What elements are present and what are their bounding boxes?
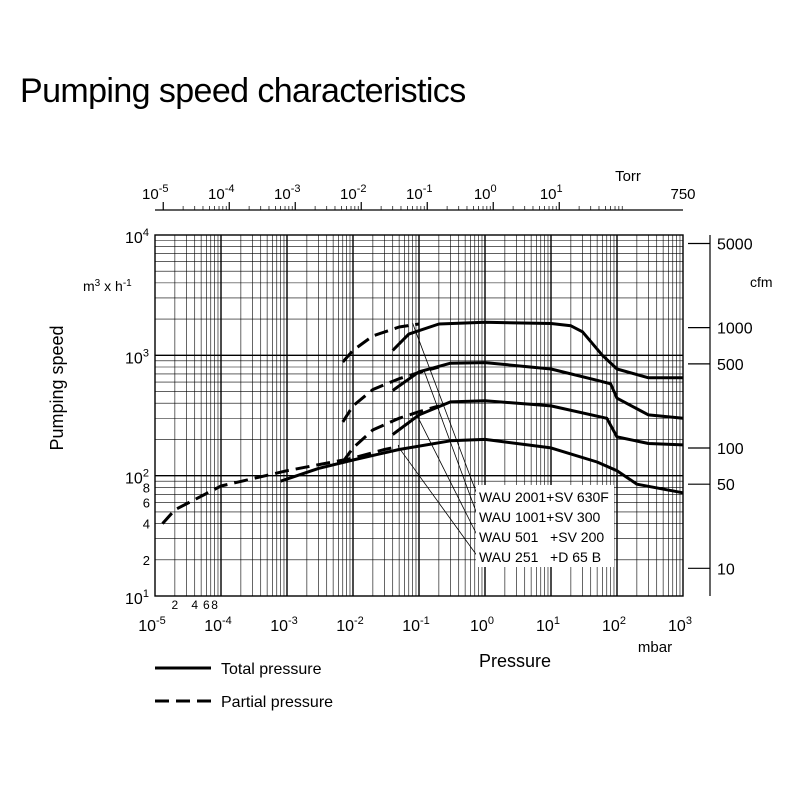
right-axis-tick-label: 1000 [717,321,753,338]
leader-line [398,447,479,558]
grid [155,235,683,596]
top-axis-end-label: 750 [670,186,695,203]
annotation-label: WAU 2001+SV 630F [479,489,609,505]
x-axis-unit: mbar [638,639,672,656]
leader-line [412,323,479,498]
x-tick-label: 103 [668,615,692,635]
plot-frame [154,202,711,597]
y-tick-label: 101 [125,588,149,608]
y-tick-label: 103 [125,347,149,367]
x-tick-label: 10-5 [138,615,166,635]
series-line-partial [341,404,440,463]
top-axis-tick-label: 10-1 [406,183,432,203]
series-line-partial [341,365,440,423]
page-title: Pumping speed characteristics [20,72,466,110]
top-axis-unit: Torr [615,168,641,185]
y-tick-label: 104 [125,227,149,247]
series-line-total [391,320,683,380]
annotation-box: WAU 2001+SV 630F WAU 1001+SV 300 WAU 501 +… [476,485,614,567]
top-axis-tick-label: 100 [474,183,497,203]
right-axis-tick-label: 500 [717,357,744,374]
y-minor-tick-label: 4 [143,517,150,532]
legend-label: Partial pressure [221,694,333,711]
leader-line [423,370,479,518]
series-line-partial [341,322,420,363]
top-axis-tick-label: 10-5 [142,183,168,203]
right-axis-tick-label: 50 [717,477,735,494]
y-axis-label: Pumping speed [47,325,67,450]
x-minor-tick-label: 4 [191,598,198,612]
right-axis-tick-label: 100 [717,441,744,458]
annotation-label: WAU 1001+SV 300 [479,509,600,525]
top-axis-tick-label: 101 [540,183,563,203]
x-minor-tick-label: 2 [172,598,179,612]
series-line-partial [161,444,400,525]
x-tick-label: 10-1 [402,615,430,635]
legend: Total pressure Partial pressure [155,661,333,711]
series-line-total [280,437,684,495]
x-minor-tick-label: 8 [211,598,218,612]
axis-labels: 10-5 10-4 10-3 10-2 10-1 100 101 750 Torr 10-5 10-… [47,168,773,671]
right-axis-unit: cfm [750,274,773,290]
x-tick-label: 102 [602,615,626,635]
leader-line [415,413,479,538]
series-line-total [391,361,684,420]
x-tick-label: 10-2 [336,615,364,635]
x-tick-label: 10-3 [270,615,298,635]
top-axis-tick-label: 10-4 [208,183,234,203]
leader-lines [398,323,479,558]
series-line-total [391,399,684,447]
top-axis-tick-label: 10-3 [274,183,300,203]
annotation-label: WAU 251 +D 65 B [479,549,601,565]
y-tick-label: 102 [125,468,149,488]
y-minor-tick-label: 2 [143,553,150,568]
series-group [161,320,684,525]
annotation-label: WAU 501 +SV 200 [479,529,604,545]
annotation-background [476,485,614,567]
x-axis-label: Pressure [479,651,551,671]
y-axis-unit: m3 x h-1 [83,278,132,294]
x-minor-tick-label: 6 [203,598,210,612]
top-axis-tick-label: 10-2 [340,183,366,203]
right-axis-tick-label: 5000 [717,237,753,254]
right-axis-tick-label: 10 [717,561,735,578]
plot-border [154,234,684,597]
y-minor-tick-label: 6 [143,495,150,510]
legend-label: Total pressure [221,661,322,678]
y-minor-tick-label: 8 [143,480,150,495]
x-tick-label: 10-4 [204,615,232,635]
x-tick-label: 101 [536,615,560,635]
x-tick-label: 100 [470,615,494,635]
